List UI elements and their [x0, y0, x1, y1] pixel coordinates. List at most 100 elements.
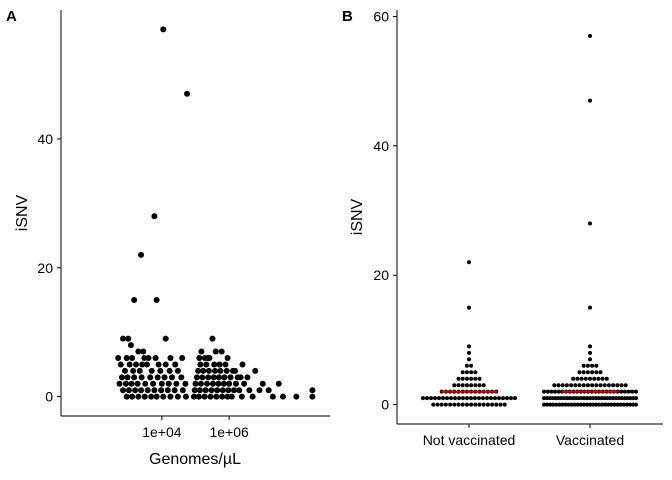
panel-b-point	[612, 402, 617, 407]
panel-b-point	[593, 396, 598, 401]
panel-b-point	[465, 396, 469, 401]
panel-b-point	[573, 396, 578, 401]
panel-a-point	[139, 361, 146, 368]
panel-a-points	[115, 26, 316, 400]
panel-b-point	[544, 396, 549, 401]
panel-b-point	[559, 396, 564, 401]
panel-a-point	[178, 374, 185, 381]
panel-a-x-axis-title: Genomes/µL	[149, 451, 241, 468]
panel-a-point	[151, 213, 158, 220]
panel-b-point	[602, 396, 607, 401]
panel-b-point	[464, 402, 469, 407]
panel-a-point	[228, 393, 235, 400]
panel-a-point	[238, 393, 245, 400]
panel-b-point	[577, 383, 582, 388]
panel-a-point	[140, 348, 147, 355]
panel-a-point	[204, 380, 211, 387]
panel-b-point	[547, 396, 552, 401]
panel-b-point	[477, 383, 482, 388]
panel-b-point	[552, 383, 557, 388]
panel-a-point	[206, 355, 213, 361]
panel-a-point	[165, 380, 172, 387]
panel-b-point	[588, 376, 592, 381]
panel-b-point	[564, 383, 569, 388]
panel-b-point	[628, 396, 633, 401]
panel-a-point	[141, 355, 148, 361]
panel-b-point	[460, 383, 465, 388]
panel-a-point	[174, 393, 181, 400]
panel-a-point	[123, 393, 130, 400]
panel-a-point	[147, 374, 154, 381]
panel-b-point	[585, 363, 590, 368]
panel-b-point	[453, 396, 457, 401]
panel-b-point	[630, 402, 635, 407]
panel-b-point	[448, 402, 453, 407]
panel-a-point	[197, 361, 204, 368]
panel-a-point	[201, 355, 208, 361]
panel-a-point	[153, 297, 160, 303]
panel-a-point	[143, 361, 150, 368]
panel-a-point	[171, 387, 178, 394]
panel-a-point	[131, 374, 138, 381]
panel-b-point	[591, 402, 596, 407]
panel-b-point	[573, 383, 578, 388]
panel-b-point	[579, 376, 584, 381]
panel-b-point	[569, 402, 574, 407]
panel-b-point	[542, 389, 546, 394]
panel-b-point	[557, 402, 562, 407]
panel-a-point	[216, 374, 223, 381]
panel-a-y-tick-label: 40	[37, 131, 53, 147]
panel-a-point	[158, 380, 165, 387]
panel-b-point	[545, 402, 550, 407]
panel-b-point	[615, 402, 620, 407]
panel-b-point	[625, 396, 630, 401]
panel-b-point	[425, 396, 429, 401]
panel-a-point	[195, 393, 202, 400]
panel-a-point	[148, 367, 155, 374]
panel-a-point	[128, 380, 135, 387]
panel-b-y-ticks: 0 20 40 60	[373, 8, 397, 413]
panel-b-point	[433, 396, 437, 401]
panel-b-point	[481, 396, 485, 401]
panel-b-point	[513, 396, 517, 401]
panel-b-point	[469, 370, 474, 375]
panel-b-point	[509, 396, 513, 401]
panel-a-point	[160, 26, 167, 33]
panel-a-y-ticks: 0 20 40	[37, 131, 61, 405]
panel-b-point	[588, 98, 592, 103]
panel-a-point	[223, 367, 230, 374]
panel-a-point	[234, 374, 241, 381]
panel-b-point	[604, 376, 609, 381]
panel-b-point	[606, 402, 611, 407]
panel-b-point	[449, 396, 453, 401]
panel-a-point	[201, 393, 208, 400]
panel-a-point	[212, 348, 219, 355]
panel-b-point	[456, 376, 461, 381]
panel-b-point	[598, 370, 603, 375]
panel-b-point	[609, 402, 614, 407]
panel-b-point	[623, 383, 628, 388]
panel-b-point	[494, 402, 499, 407]
panel-a-point	[120, 387, 127, 394]
panel-a-point	[122, 380, 129, 387]
panel-a-point	[214, 387, 221, 394]
panel-b-point	[481, 402, 486, 407]
panel-a-point	[207, 393, 214, 400]
panel-a-point	[129, 393, 136, 400]
panel-a-point	[239, 361, 246, 368]
panel-b-point	[493, 396, 497, 401]
panel-a-point	[210, 374, 217, 381]
panel-b-point	[542, 402, 546, 407]
panel-b-point	[452, 383, 457, 388]
panel-a-point	[134, 380, 141, 387]
panel-b-point	[556, 389, 561, 394]
panel-a-point	[136, 367, 143, 374]
panel-a-point	[135, 348, 142, 355]
panel-a-point	[148, 393, 155, 400]
panel-b-point	[588, 396, 592, 401]
panel-b-point	[581, 370, 586, 375]
panel-a-point	[256, 387, 263, 394]
panel-a-point	[190, 393, 197, 400]
panel-b-point	[576, 396, 581, 401]
panel-b-point	[485, 396, 489, 401]
